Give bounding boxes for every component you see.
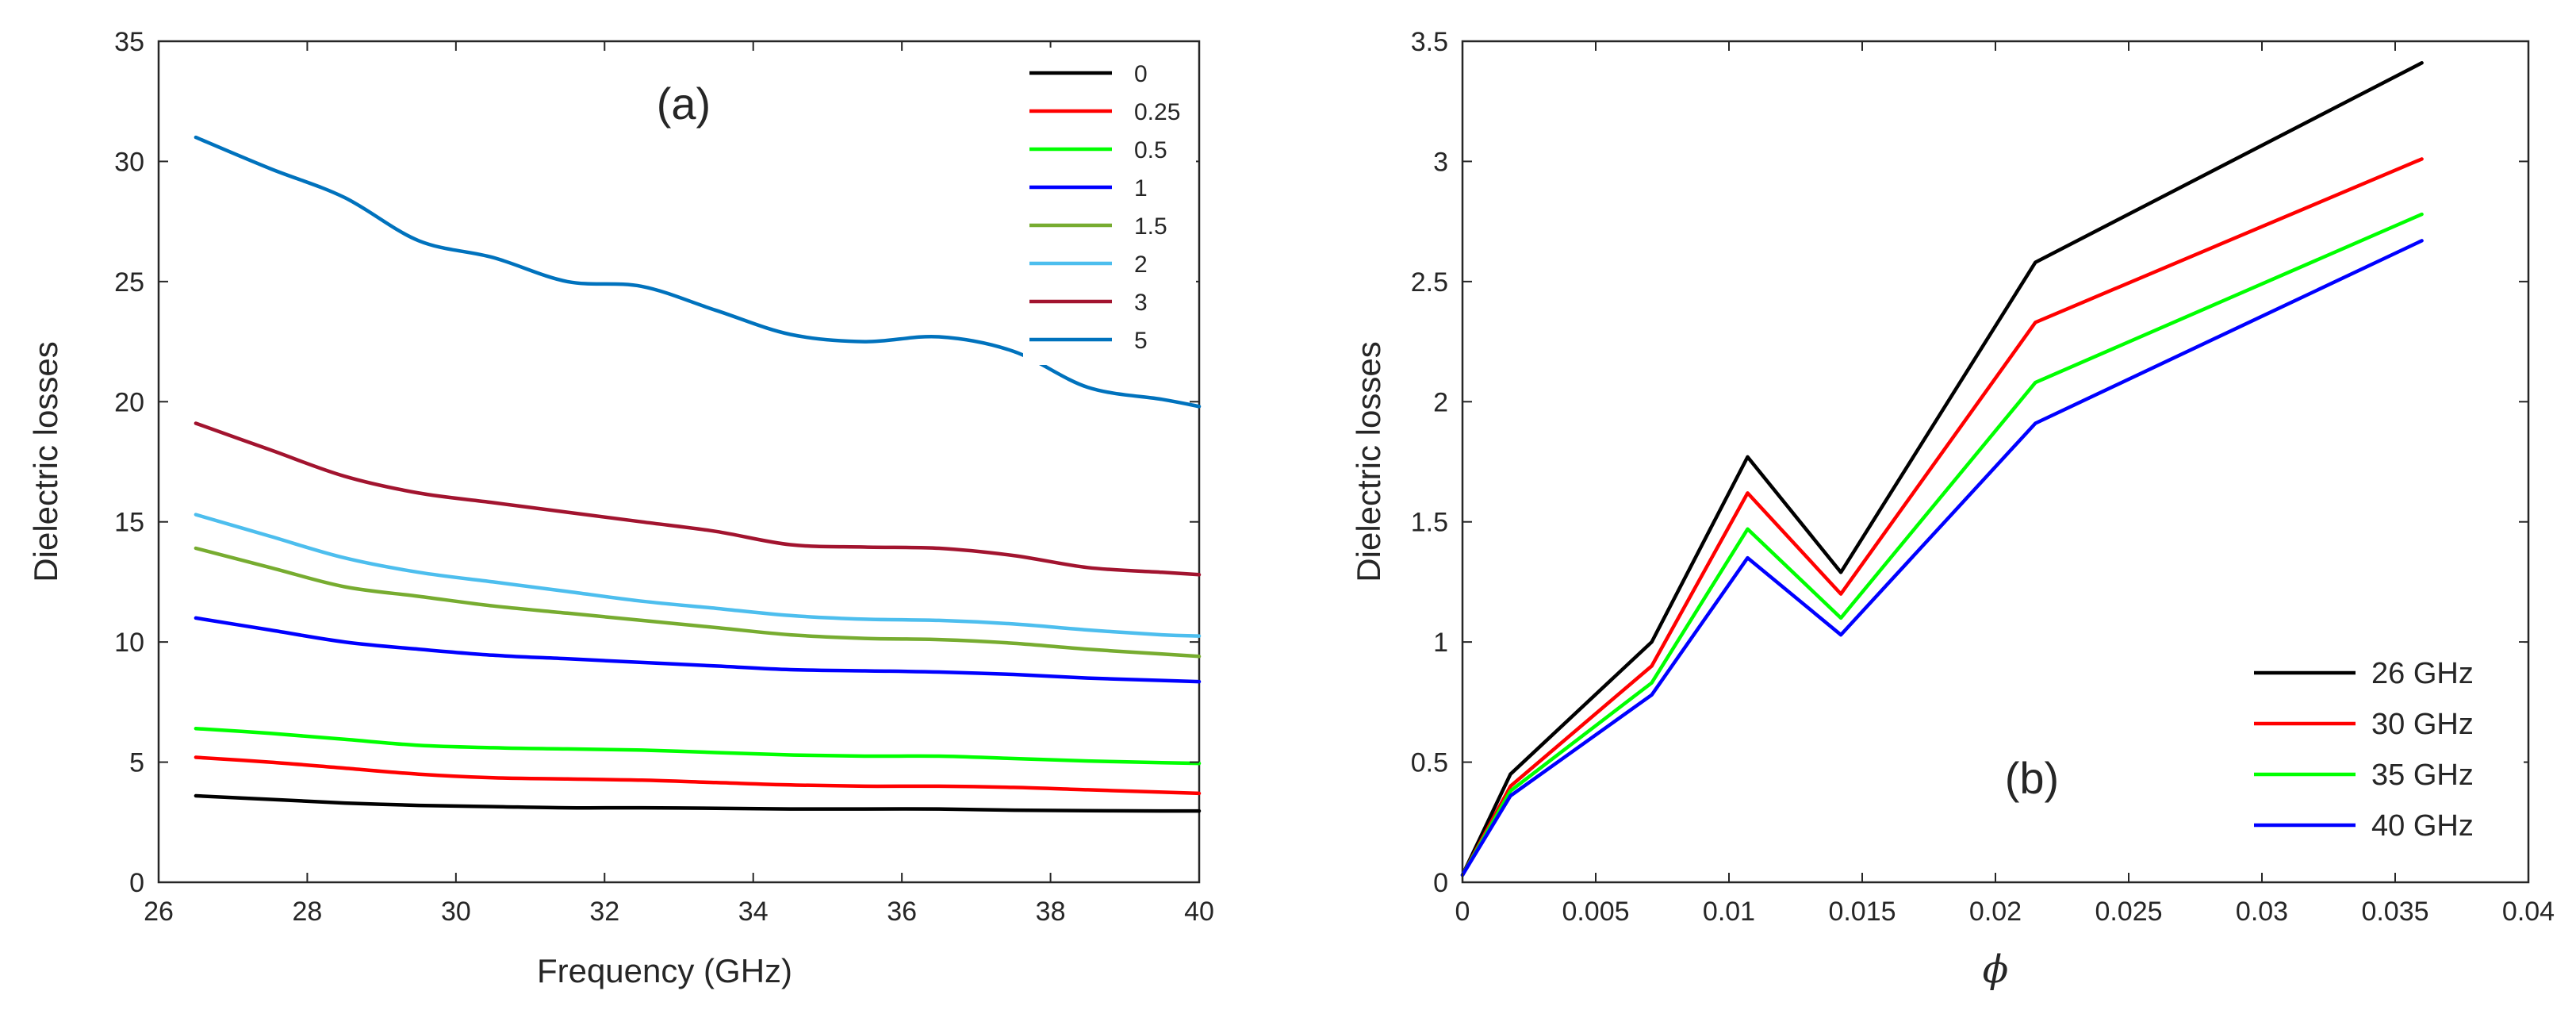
y-tick-label: 35	[114, 27, 144, 57]
series-line-2	[194, 513, 1202, 638]
legend-label: 3	[1134, 290, 1148, 316]
x-tick-label: 0.035	[2361, 897, 2428, 927]
x-tick-label: 0.04	[2502, 897, 2555, 927]
y-axis-title-a: Dielectric losses	[27, 341, 64, 582]
x-tick-label: 0	[1455, 897, 1470, 927]
x-tick-label: 0.005	[1562, 897, 1629, 927]
legend-label: 1	[1134, 175, 1148, 202]
panel-label-a: (a)	[657, 79, 711, 129]
y-tick-label: 3.5	[1411, 27, 1448, 57]
series-line-30-ghz	[1460, 157, 2424, 878]
legend-label: 40 GHz	[2371, 809, 2474, 843]
x-tick-label: 26	[144, 897, 174, 927]
x-tick-label: 36	[887, 897, 917, 927]
x-tick-label: 0.03	[2236, 897, 2288, 927]
legend-label: 0.25	[1134, 99, 1180, 125]
legend-label: 1.5	[1134, 213, 1167, 240]
x-axis-title-b: ϕ	[1983, 947, 2009, 992]
y-tick-label: 2	[1433, 387, 1448, 417]
y-tick-label: 15	[114, 508, 144, 538]
x-tick-label: 0.015	[1828, 897, 1896, 927]
x-axis-title-a: Frequency (GHz)	[537, 952, 792, 989]
series-line-1	[194, 616, 1202, 684]
x-tick-label: 0.02	[1969, 897, 2022, 927]
series-line-40-ghz	[1460, 239, 2424, 878]
y-tick-label: 3	[1433, 147, 1448, 177]
legend-b: 26 GHz 30 GHz 35 GHz 40 GHz	[2244, 643, 2524, 855]
series-line-3	[194, 421, 1202, 577]
y-tick-label: 0	[1433, 868, 1448, 898]
legend-label: 26 GHz	[2371, 657, 2474, 690]
series-line-5	[194, 135, 1202, 409]
legend-box	[2244, 643, 2524, 855]
x-tick-label: 28	[293, 897, 323, 927]
y-tick-label: 5	[129, 748, 144, 778]
series-group-a	[194, 135, 1202, 813]
series-line-0.5	[194, 726, 1202, 766]
y-tick-label: 0.5	[1411, 748, 1448, 778]
y-tick-label: 1.5	[1411, 508, 1448, 538]
legend-label: 5	[1134, 328, 1148, 354]
y-tick-label: 2.5	[1411, 267, 1448, 298]
y-tick-label: 25	[114, 267, 144, 298]
panel-b: 0 0.005 0.01 0.015 0.02 0.025 0.03 0.035 0.04 0 0.…	[1350, 27, 2555, 992]
y-tick-label: 1	[1433, 628, 1448, 658]
y-tick-label: 0	[129, 868, 144, 898]
y-tick-label: 20	[114, 387, 144, 417]
x-tick-label: 38	[1036, 897, 1066, 927]
legend-label: 2	[1134, 252, 1148, 278]
legend-label: 0.5	[1134, 137, 1167, 163]
series-line-26-ghz	[1460, 61, 2424, 878]
legend-label: 35 GHz	[2371, 759, 2474, 792]
x-tick-label: 0.01	[1703, 897, 1755, 927]
x-tick-label: 34	[738, 897, 769, 927]
legend-box	[1023, 48, 1196, 365]
y-axis-title-b: Dielectric losses	[1350, 341, 1387, 582]
legend-label: 0	[1134, 61, 1148, 87]
series-line-35-ghz	[1460, 212, 2424, 878]
ticks-b: 0 0.005 0.01 0.015 0.02 0.025 0.03 0.035 0.04 0 0.…	[1411, 27, 2555, 927]
y-tick-label: 30	[114, 147, 144, 177]
x-tick-label: 30	[441, 897, 471, 927]
y-tick-label: 10	[114, 628, 144, 658]
panel-label-b: (b)	[2005, 753, 2059, 803]
series-line-1.5	[194, 546, 1202, 659]
x-tick-label: 0.025	[2095, 897, 2162, 927]
x-tick-label: 32	[589, 897, 619, 927]
x-tick-label: 40	[1184, 897, 1214, 927]
legend-a: 0 0.25 0.5 1 1.5 2 3 5	[1023, 48, 1196, 365]
series-line-0.25	[194, 755, 1202, 796]
legend-label: 30 GHz	[2371, 708, 2474, 741]
series-group-b	[1460, 61, 2424, 878]
series-line-0	[194, 793, 1202, 813]
